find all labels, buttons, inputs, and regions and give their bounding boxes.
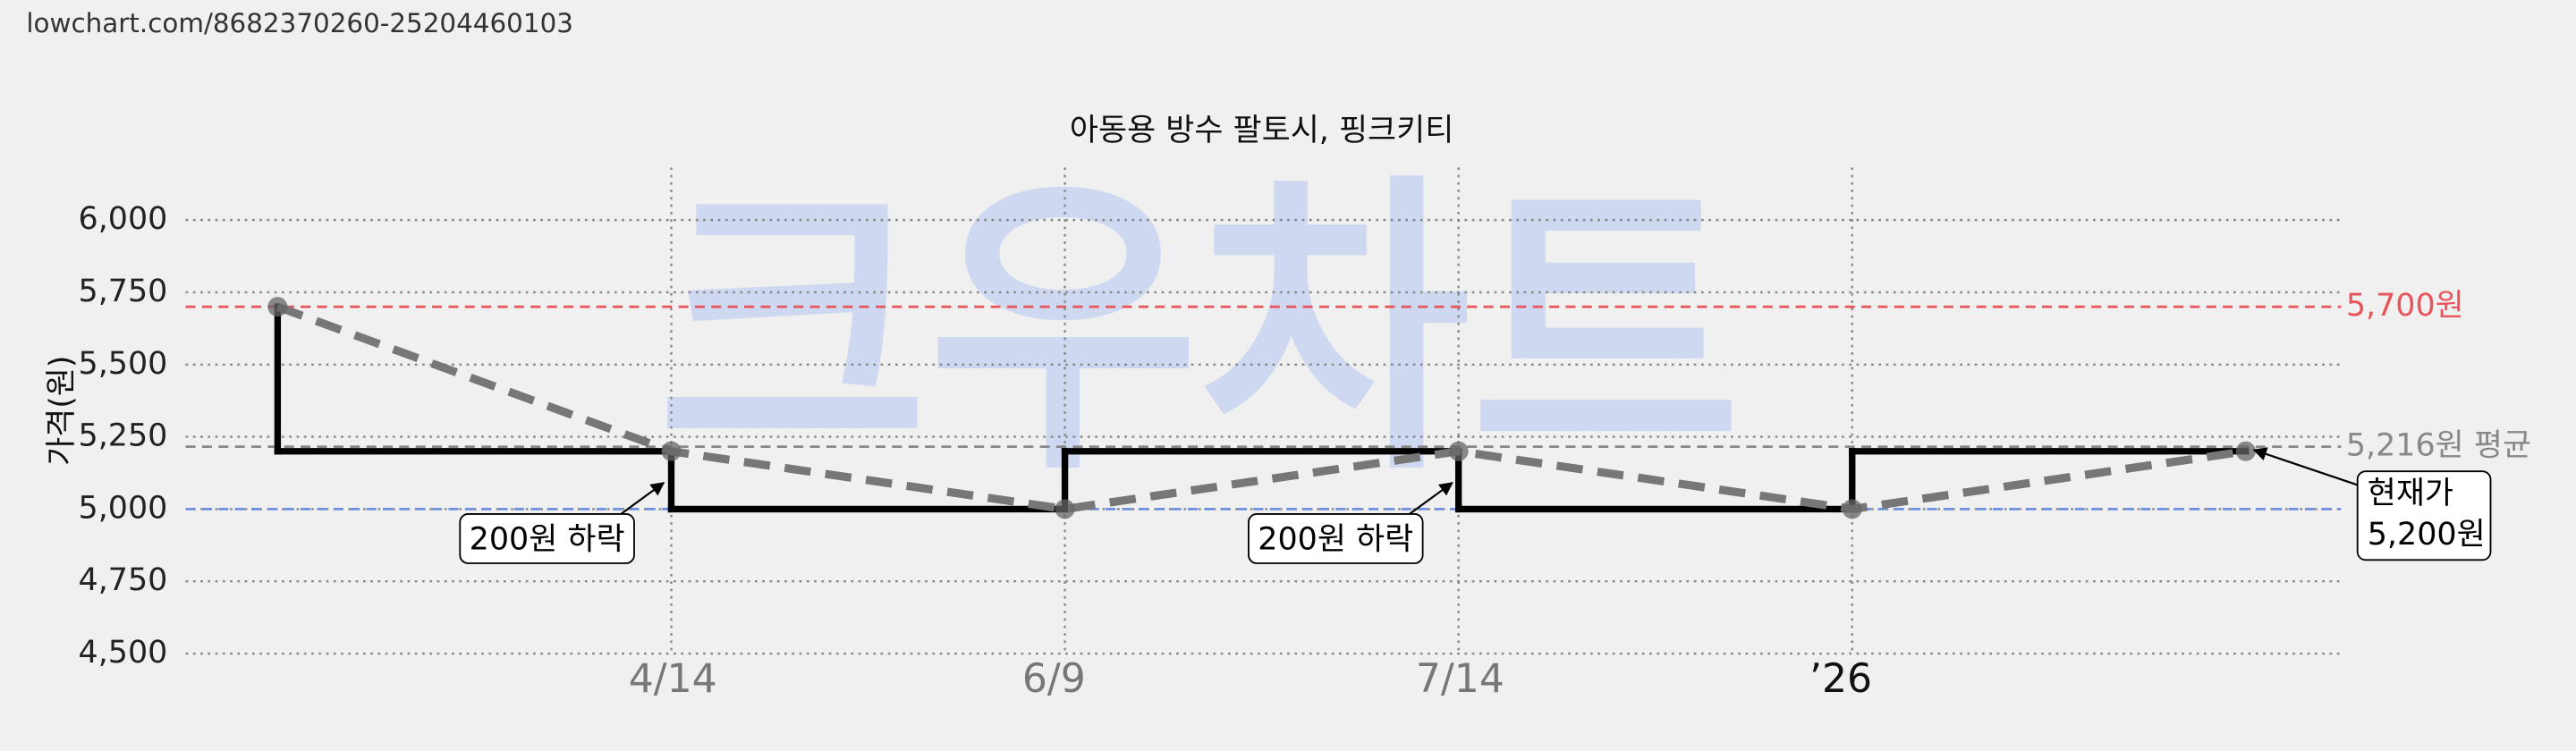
y-tick-label: 5,500: [79, 346, 168, 382]
x-tick-label: ’26: [1809, 656, 1872, 702]
url: lowchart.com/8682370260-25204460103: [26, 8, 573, 38]
y-tick-label: 5,250: [79, 418, 168, 454]
point: [2235, 441, 2256, 461]
y-tick-label: 6,000: [79, 201, 168, 237]
reference-label: 5,700원: [2346, 288, 2464, 324]
point: [1055, 499, 1075, 519]
y-axis-label: 가격(원): [44, 355, 80, 465]
chart-title: 아동용 방수 팔토시, 핑크키티: [1070, 113, 1453, 148]
x-tick-label: 4/14: [629, 656, 717, 702]
point: [1448, 441, 1469, 461]
annotation-text: 5,200원: [2368, 517, 2486, 553]
annotation-arrow: [1409, 482, 1453, 515]
annotation-box: [2356, 470, 2492, 561]
annotation-text: 200원 하락: [470, 521, 625, 557]
annotation-box: [1248, 512, 1424, 564]
annotation-text: 현재가: [2368, 476, 2453, 511]
y-tick-label: 4,500: [79, 635, 168, 671]
y-tick-label: 4,750: [79, 562, 168, 598]
reference-label: 5,216원 평균: [2346, 428, 2531, 464]
annotation-arrow: [2252, 447, 2361, 487]
trend-line: [275, 302, 2247, 514]
annotation-text: 200원 하락: [1258, 521, 1413, 557]
point: [1842, 499, 1862, 519]
y-tick-label: 5,000: [79, 490, 168, 526]
annotation-arrow: [620, 482, 665, 515]
point: [661, 441, 682, 461]
annotation-box: [459, 512, 635, 564]
point: [267, 297, 288, 317]
watermark: 크우차트: [657, 149, 1741, 512]
x-tick-label: 7/14: [1416, 656, 1504, 702]
x-tick-label: 6/9: [1022, 656, 1086, 702]
y-tick-label: 5,750: [79, 274, 168, 309]
